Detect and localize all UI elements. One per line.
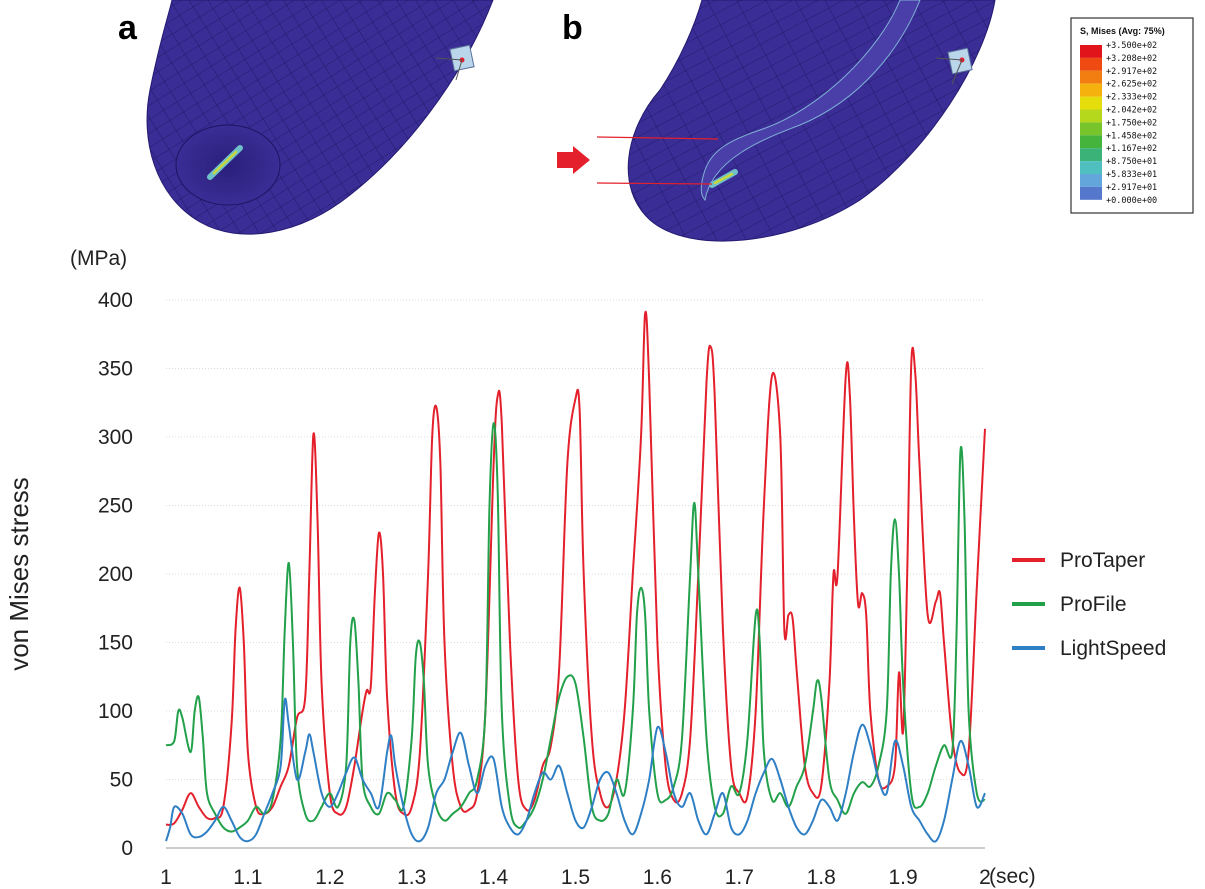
contour-level-label: +1.750e+02 <box>1106 118 1157 128</box>
panel-b-label: b <box>562 9 583 47</box>
panel-b-guide-line-bottom <box>596 182 713 185</box>
panel-b-file-model <box>627 0 996 242</box>
y-tick-label: 100 <box>98 700 133 723</box>
contour-swatch <box>1080 122 1102 136</box>
contour-swatch <box>1080 186 1102 200</box>
chart-gridlines <box>166 299 985 780</box>
contour-level-label: +2.625e+02 <box>1106 80 1157 90</box>
series-line-profile <box>165 422 986 833</box>
y-tick-label: 200 <box>98 563 133 586</box>
y-tick-label: 150 <box>98 632 133 655</box>
panel-b-cut-surface <box>700 0 921 202</box>
panel-a-label: a <box>118 9 138 47</box>
contour-swatch <box>1080 174 1102 187</box>
panel-a-canal-opening <box>175 124 281 206</box>
panel-b-guide-line-top <box>596 136 719 140</box>
panel-b-axis-triad-icon <box>935 47 973 85</box>
panel-a-file-model <box>146 0 494 235</box>
x-tick-label: 1.5 <box>561 866 590 889</box>
x-tick-label: 1.3 <box>397 866 426 889</box>
contour-legend-title: S, Mises (Avg: 75%) <box>1080 26 1165 36</box>
y-tick-label: 300 <box>98 426 133 449</box>
contour-level-label: +1.167e+02 <box>1106 144 1157 154</box>
y-axis-ticks: 0 50 100 150 200 250 300 350 400 <box>98 289 133 860</box>
contour-swatch <box>1080 57 1102 71</box>
series-line-protaper <box>165 310 986 826</box>
x-tick-label: 2 <box>979 866 991 889</box>
legend-label: ProTaper <box>1060 549 1145 572</box>
contour-swatch <box>1080 83 1102 97</box>
contour-level-label: +0.000e+00 <box>1106 196 1157 206</box>
legend-label: LightSpeed <box>1060 637 1166 660</box>
contour-level-label: +5.833e+01 <box>1106 170 1157 180</box>
contour-level-label: +2.042e+02 <box>1106 106 1157 116</box>
x-tick-label: 1 <box>160 866 172 889</box>
contour-level-label: +3.500e+02 <box>1106 41 1157 51</box>
contour-legend: S, Mises (Avg: 75%) +3.500e+02 +3.208e+02… <box>1070 17 1194 214</box>
contour-swatch <box>1080 135 1102 149</box>
panel-a-axis-triad-icon <box>435 44 475 81</box>
chart-series <box>165 310 986 843</box>
contour-level-label: +8.750e+01 <box>1106 157 1157 167</box>
contour-level-label: +2.333e+02 <box>1106 93 1157 103</box>
contour-level-label: +3.208e+02 <box>1106 54 1157 64</box>
x-tick-label: 1.2 <box>315 866 344 889</box>
y-tick-label: 0 <box>121 837 133 860</box>
x-tick-label: 1.4 <box>479 866 509 889</box>
series-line-lightspeed <box>165 697 986 843</box>
y-tick-label: 50 <box>110 769 133 792</box>
contour-swatch <box>1080 70 1102 84</box>
contour-level-label: +2.917e+02 <box>1106 67 1157 77</box>
red-arrow-icon <box>557 146 590 174</box>
contour-swatch <box>1080 96 1102 110</box>
panel-a: a <box>118 0 494 235</box>
contour-swatch <box>1080 45 1102 58</box>
y-tick-label: 400 <box>98 289 133 312</box>
contour-swatch <box>1080 161 1102 174</box>
y-tick-label: 250 <box>98 495 133 518</box>
y-tick-label: 350 <box>98 358 133 381</box>
legend-label: ProFile <box>1060 593 1127 616</box>
y-axis-unit: (MPa) <box>70 247 127 270</box>
panel-b: b <box>557 0 996 242</box>
chart-legend: ProTaper ProFile LightSpeed <box>1012 549 1166 660</box>
contour-swatch <box>1080 109 1102 123</box>
x-tick-label: 1.6 <box>643 866 672 889</box>
x-axis-ticks: 1 1.1 1.2 1.3 1.4 1.5 1.6 1.7 1.8 1.9 2 <box>160 866 991 889</box>
x-axis-unit: (sec) <box>989 865 1036 888</box>
x-tick-label: 1.1 <box>233 866 262 889</box>
contour-swatch <box>1080 148 1102 162</box>
y-axis-label: von Mises stress <box>4 477 34 671</box>
contour-level-label: +1.458e+02 <box>1106 131 1157 141</box>
contour-legend-swatches: +3.500e+02 +3.208e+02 +2.917e+02 +2.625e+02… <box>1080 41 1157 206</box>
x-tick-label: 1.9 <box>888 866 917 889</box>
x-tick-label: 1.8 <box>807 866 836 889</box>
stress-chart: 0 50 100 150 200 250 300 350 400 1 1.1 1.2 1.3 1.4 1.… <box>4 247 1166 889</box>
contour-level-label: +2.917e+01 <box>1106 183 1157 193</box>
x-tick-label: 1.7 <box>725 866 754 889</box>
